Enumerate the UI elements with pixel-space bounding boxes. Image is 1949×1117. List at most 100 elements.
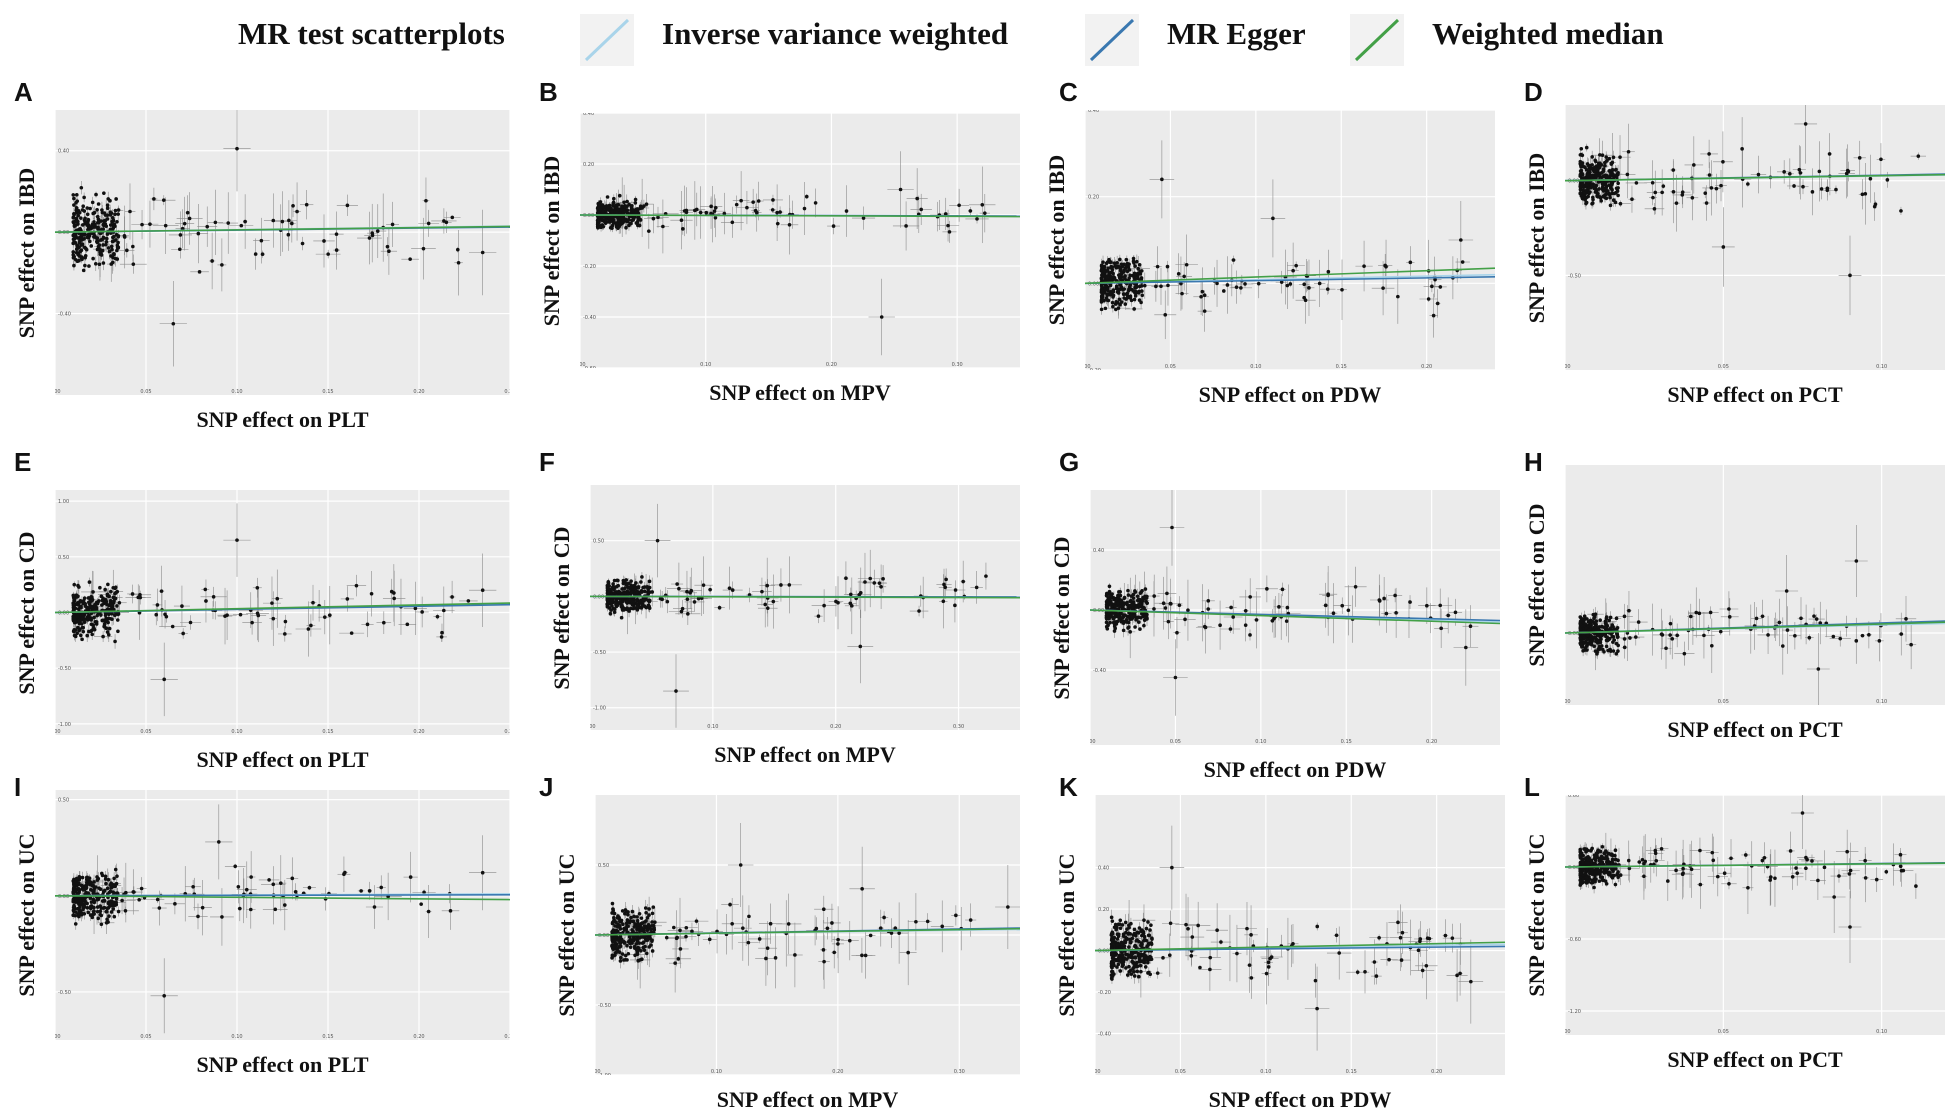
data-point [1202, 309, 1207, 313]
data-point [101, 223, 106, 227]
data-point [1704, 201, 1709, 205]
scatter-plot: 0.00 0.05 0.10 0.15 0.20 0.25 -0.40 0.00 0.40 [55, 110, 510, 395]
data-point [1256, 281, 1261, 286]
data-point [679, 218, 684, 222]
data-point [1604, 192, 1609, 196]
data-point [1362, 264, 1366, 268]
data-point [1857, 156, 1862, 160]
data-point [1132, 307, 1136, 311]
data-point [85, 222, 90, 226]
data-point [71, 215, 76, 220]
data-point [1107, 272, 1111, 276]
data-point [682, 209, 687, 213]
data-point [1899, 209, 1903, 213]
data-point [83, 220, 87, 224]
data-point [1381, 286, 1385, 290]
data-point [1118, 276, 1123, 281]
data-point [72, 263, 76, 268]
x-tick-label: 0.05 [140, 389, 151, 395]
data-point [72, 212, 76, 217]
data-point [1599, 199, 1604, 203]
egger-line [1085, 276, 1495, 285]
data-point [107, 626, 112, 631]
data-point [898, 187, 903, 192]
data-point [82, 209, 87, 213]
data-point [1596, 174, 1601, 178]
data-point [1202, 293, 1207, 298]
data-point [75, 245, 80, 249]
data-point [71, 193, 76, 197]
data-point [1819, 187, 1824, 191]
data-point [83, 263, 87, 268]
data-point [92, 235, 96, 239]
data-point [624, 210, 629, 214]
data-point [116, 234, 121, 238]
data-point [1590, 201, 1595, 205]
data-point [290, 221, 294, 226]
legend-label-ivw: Inverse variance weighted [662, 16, 1009, 51]
x-tick-label: 0.25 [504, 729, 510, 735]
data-point [75, 631, 80, 636]
data-point [1114, 299, 1118, 304]
data-point [1609, 187, 1614, 191]
scatter-plot: 0.000.050.100.150.20-0.200.000.200.40 [1085, 110, 1495, 370]
y-tick-label: 0.40 [58, 149, 69, 155]
data-point [1165, 264, 1170, 269]
data-point [831, 224, 836, 228]
data-point [1126, 295, 1130, 300]
data-point [1117, 297, 1122, 302]
data-point [1137, 289, 1142, 294]
data-point [1589, 167, 1594, 171]
data-point [109, 244, 114, 249]
data-point [975, 217, 979, 221]
y-axis-label: SNP effect on IBD [539, 155, 564, 326]
data-point [1597, 164, 1602, 169]
data-point [104, 240, 109, 244]
data-point [1136, 266, 1141, 271]
data-point [89, 594, 94, 599]
y-tick-label: -0.40 [583, 315, 596, 321]
data-point [1234, 285, 1239, 289]
data-point [1603, 164, 1607, 168]
data-point [844, 209, 849, 213]
data-point [1116, 306, 1121, 310]
data-point [614, 203, 619, 207]
data-point [1598, 153, 1602, 157]
data-point [1595, 193, 1600, 197]
data-point [94, 192, 98, 197]
data-point [1613, 168, 1618, 172]
data-point [681, 227, 685, 231]
data-point [778, 210, 782, 214]
data-point [1714, 186, 1719, 191]
data-point [1612, 191, 1617, 196]
data-point [1868, 176, 1873, 181]
data-point [1123, 276, 1127, 281]
data-point [1602, 187, 1606, 191]
data-point [115, 245, 120, 250]
data-point [72, 240, 76, 245]
data-point [1155, 264, 1160, 269]
data-point [596, 205, 600, 210]
data-point [1608, 203, 1613, 208]
data-point [91, 623, 95, 627]
data-point [1239, 286, 1243, 290]
x-tick-label: 0.00 [580, 362, 586, 368]
data-point [77, 254, 82, 258]
data-point [1112, 261, 1117, 265]
data-point [603, 218, 608, 223]
data-point [713, 215, 718, 220]
data-point [611, 221, 616, 225]
x-tick-label: 0.15 [1336, 364, 1347, 370]
x-tick-label: 0.00 [55, 389, 61, 395]
data-point [1325, 287, 1330, 291]
data-point [105, 206, 110, 211]
data-point [75, 259, 80, 264]
data-point [370, 231, 375, 235]
data-point [1746, 182, 1750, 186]
data-point [1438, 285, 1443, 289]
data-point [220, 263, 224, 267]
data-point [1408, 260, 1413, 265]
data-point [1590, 155, 1594, 159]
data-point [1703, 191, 1708, 195]
data-point [1593, 159, 1598, 164]
